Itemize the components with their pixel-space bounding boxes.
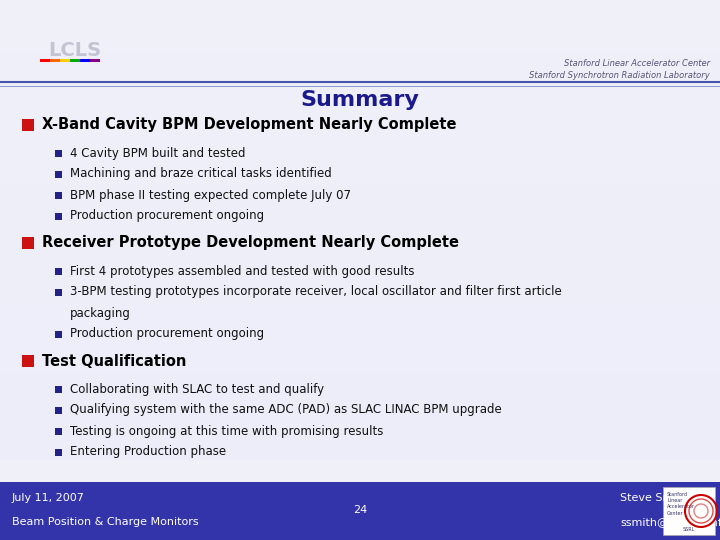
Text: Entering Production phase: Entering Production phase: [70, 446, 226, 458]
Text: Machining and braze critical tasks identified: Machining and braze critical tasks ident…: [70, 167, 332, 180]
Bar: [55, 288, 62, 295]
Text: 3-BPM testing prototypes incorporate receiver, local oscillator and filter first: 3-BPM testing prototypes incorporate rec…: [70, 286, 562, 299]
Text: Stanford Linear Accelerator Center: Stanford Linear Accelerator Center: [564, 59, 710, 69]
Text: Testing is ongoing at this time with promising results: Testing is ongoing at this time with pro…: [70, 424, 383, 437]
Bar: [0, 482, 720, 540]
Bar: [55, 192, 62, 199]
Bar: [663, 487, 715, 535]
Bar: [90, 59, 100, 62]
Bar: [22, 119, 34, 131]
Bar: [55, 386, 62, 393]
Bar: [40, 59, 50, 62]
Text: Test Qualification: Test Qualification: [42, 354, 186, 368]
Text: packaging: packaging: [70, 307, 131, 320]
Text: Production procurement ongoing: Production procurement ongoing: [70, 327, 264, 341]
Text: LCLS: LCLS: [48, 40, 102, 59]
Text: X-Band Cavity BPM Development Nearly Complete: X-Band Cavity BPM Development Nearly Com…: [42, 118, 456, 132]
Bar: [22, 237, 34, 249]
Text: Summary: Summary: [300, 90, 420, 110]
Text: Beam Position & Charge Monitors: Beam Position & Charge Monitors: [12, 517, 199, 527]
Text: Production procurement ongoing: Production procurement ongoing: [70, 210, 264, 222]
Text: July 11, 2007: July 11, 2007: [12, 493, 85, 503]
Bar: [60, 59, 70, 62]
Text: BPM phase II testing expected complete July 07: BPM phase II testing expected complete J…: [70, 188, 351, 201]
Bar: [50, 59, 60, 62]
Text: 24: 24: [353, 505, 367, 515]
Text: Stanford
Linear
Accelerator
Center: Stanford Linear Accelerator Center: [667, 492, 695, 516]
Text: ssmith@slac.stanford.edu: ssmith@slac.stanford.edu: [620, 517, 720, 527]
Text: SSRL: SSRL: [683, 527, 696, 532]
Text: 4 Cavity BPM built and tested: 4 Cavity BPM built and tested: [70, 146, 246, 159]
Bar: [55, 171, 62, 178]
Bar: [55, 407, 62, 414]
Bar: [70, 59, 80, 62]
Bar: [55, 213, 62, 219]
Text: Steve Smith: Steve Smith: [620, 493, 688, 503]
Bar: [55, 428, 62, 435]
Bar: [22, 355, 34, 367]
Text: Receiver Prototype Development Nearly Complete: Receiver Prototype Development Nearly Co…: [42, 235, 459, 251]
Text: Qualifying system with the same ADC (PAD) as SLAC LINAC BPM upgrade: Qualifying system with the same ADC (PAD…: [70, 403, 502, 416]
Text: First 4 prototypes assembled and tested with good results: First 4 prototypes assembled and tested …: [70, 265, 415, 278]
Bar: [55, 150, 62, 157]
Bar: [55, 449, 62, 456]
Text: Collaborating with SLAC to test and qualify: Collaborating with SLAC to test and qual…: [70, 382, 324, 395]
Text: Stanford Synchrotron Radiation Laboratory: Stanford Synchrotron Radiation Laborator…: [529, 71, 710, 79]
Bar: [55, 330, 62, 338]
Bar: [80, 59, 90, 62]
Bar: [55, 267, 62, 274]
